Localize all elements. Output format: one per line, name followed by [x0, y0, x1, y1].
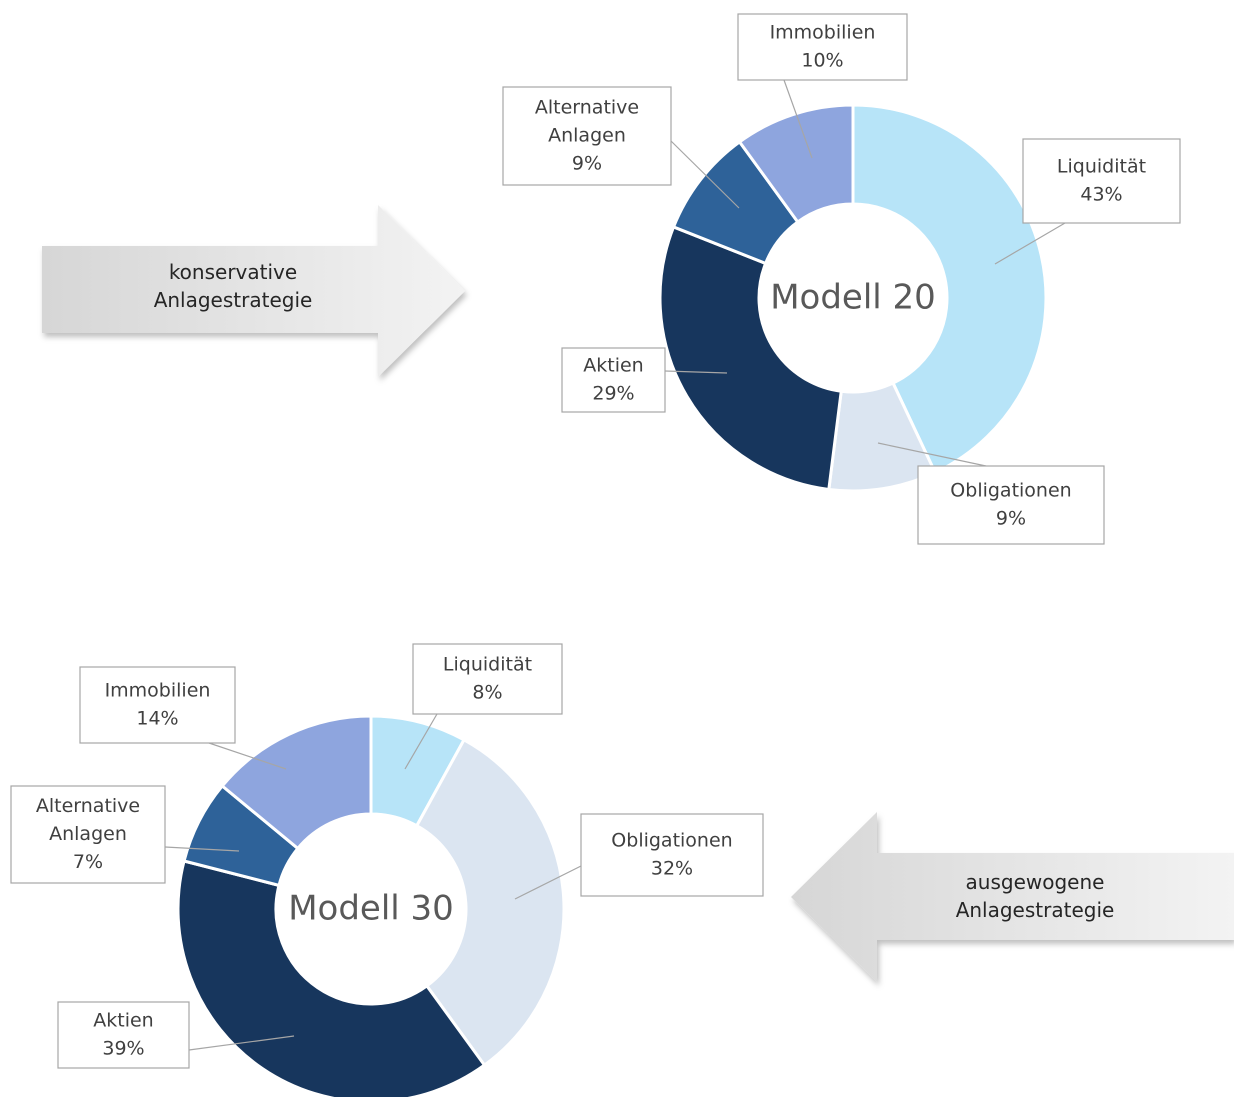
data-label-text: Aktien 39% — [93, 1010, 153, 1060]
data-label-obligationen: Obligationen 9% — [877, 442, 1105, 545]
data-label-alternative-anlagen: Alternative Anlagen 9% — [502, 86, 740, 209]
arrow-label-conservative: konservative Anlagestrategie — [103, 258, 363, 314]
data-label-box — [580, 813, 764, 897]
arrow-label-line2: Anlagestrategie — [955, 898, 1115, 922]
arrow-left-shape — [791, 812, 1234, 982]
data-label-box — [79, 666, 236, 744]
data-label-box — [561, 347, 666, 413]
arrow-label-line2: Anlagestrategie — [153, 288, 313, 312]
slice-liquiditat — [851, 103, 1048, 475]
leader-line — [877, 442, 987, 467]
leader-line — [670, 140, 740, 209]
leader-line — [404, 713, 438, 770]
donut-chart-2: Modell 30 Liquidität 8% Obligationen 32% Akti… — [10, 643, 764, 1097]
data-label-text: Liquidität 8% — [443, 654, 532, 704]
data-label-immobilien: Immobilien 10% — [737, 13, 908, 159]
data-label-text: Obligationen 32% — [611, 830, 732, 880]
data-label-box — [10, 785, 166, 884]
data-label-liquiditat: Liquidität 43% — [994, 138, 1181, 265]
data-label-alternative-anlagen: Alternative Anlagen 7% — [10, 785, 240, 884]
data-label-text: Alternative Anlagen 7% — [36, 795, 140, 873]
data-label-aktien: Aktien 39% — [57, 1001, 295, 1069]
arrow-right-shape — [42, 205, 465, 377]
slice-aktien — [658, 225, 843, 492]
slice-immobilien — [737, 103, 855, 225]
donut-chart-1: Modell 20 Liquidität 43% Obligationen 9% Akti… — [502, 13, 1181, 545]
slice-obligationen — [414, 737, 566, 1068]
leader-line — [188, 1035, 295, 1051]
arrow-label-line1: konservative — [168, 260, 298, 284]
donut-center-label: Modell 20 — [770, 278, 936, 318]
arrows-layer — [42, 205, 1234, 982]
data-label-text: Liquidität 43% — [1057, 156, 1146, 206]
leader-line — [164, 846, 240, 852]
data-label-box — [57, 1001, 190, 1069]
leader-line — [783, 79, 813, 159]
data-label-text: Immobilien 10% — [770, 22, 876, 72]
data-label-text: Obligationen 9% — [950, 480, 1071, 530]
arrow-label-balanced: ausgewogene Anlagestrategie — [905, 868, 1165, 924]
data-label-immobilien: Immobilien 14% — [79, 666, 287, 770]
data-label-box — [502, 86, 672, 186]
data-label-text: Alternative Anlagen 9% — [535, 97, 639, 175]
leader-line — [514, 865, 582, 900]
data-label-box — [1022, 138, 1181, 224]
data-label-box — [737, 13, 908, 81]
arrow-label-line1: ausgewogene — [965, 870, 1105, 894]
data-label-text: Aktien 29% — [583, 355, 643, 405]
leader-line — [994, 222, 1066, 265]
data-label-liquiditat: Liquidität 8% — [404, 643, 563, 770]
charts-layer: Modell 20 Liquidität 43% Obligationen 9% Akti… — [10, 13, 1181, 1097]
donut-center-label: Modell 30 — [288, 889, 454, 929]
data-label-aktien: Aktien 29% — [561, 347, 728, 413]
data-label-obligationen: Obligationen 32% — [514, 813, 764, 900]
slice-aktien — [176, 859, 487, 1097]
leader-line — [208, 742, 287, 770]
leader-line — [664, 370, 728, 374]
data-label-box — [412, 643, 563, 715]
data-label-box — [917, 465, 1105, 545]
slice-immobilien — [220, 714, 373, 851]
data-label-text: Immobilien 14% — [105, 680, 211, 730]
